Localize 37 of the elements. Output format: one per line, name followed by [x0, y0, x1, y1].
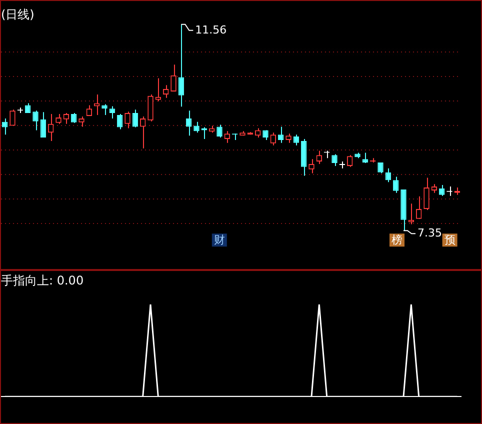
candlestick: [416, 196, 422, 220]
candlestick: [300, 138, 307, 176]
candlestick: [2, 118, 8, 136]
candlestick: [186, 110, 192, 136]
candlestick: [32, 110, 38, 131]
candlestick: [40, 112, 46, 138]
candlestick: [194, 121, 200, 134]
candlestick: [216, 124, 222, 138]
candlestick: [346, 154, 353, 168]
candlestick: [170, 64, 176, 92]
candlestick: [254, 128, 261, 138]
candlestick: [124, 111, 130, 129]
candlestick: [308, 158, 314, 174]
candlestick: [424, 177, 430, 211]
candlestick: [109, 106, 116, 119]
candlestick: [10, 109, 16, 126]
candlestick: [378, 162, 384, 174]
text: 预: [444, 233, 456, 246]
candlestick: [140, 116, 146, 149]
candlestick: [116, 114, 123, 130]
candlestick: [132, 109, 138, 128]
candlestick: [102, 104, 108, 116]
candlestick: [362, 152, 368, 164]
annotation: 11.56: [195, 23, 227, 36]
candlestick: [178, 24, 184, 108]
candlestick: [78, 116, 84, 128]
candlestick: [278, 126, 284, 144]
candlestick: [148, 94, 154, 122]
text: 榜: [392, 233, 402, 246]
candlestick: [155, 78, 162, 102]
chart-title: 手指向上: 0.00: [1, 273, 84, 288]
text: 财: [214, 233, 225, 246]
candlestick: [286, 133, 292, 144]
annotation: 7.35: [418, 226, 442, 240]
candlestick: [392, 176, 399, 194]
chart-title: (日线): [1, 7, 34, 22]
candlestick: [408, 203, 414, 225]
